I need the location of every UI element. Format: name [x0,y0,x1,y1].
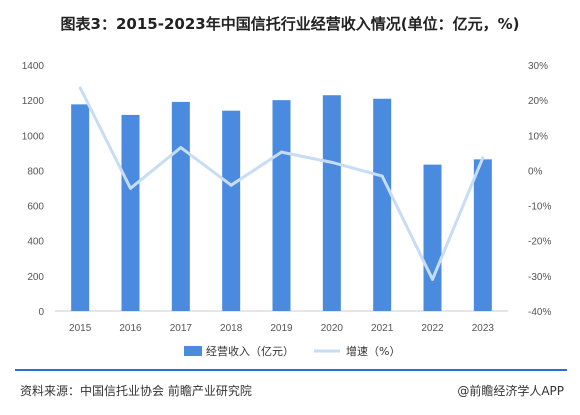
left-axis-tick-label: 0 [38,307,44,318]
bar [373,98,392,311]
bar [322,95,341,311]
bar [423,164,442,311]
legend-label-bar: 经营收入（亿元） [206,344,294,358]
growth-point [78,86,82,90]
right-axis-tick-label: -10% [528,202,551,213]
legend-swatch-bar [184,346,202,356]
x-axis-tick-label: 2018 [220,323,243,334]
brand-label: @前瞻经济学人APP [457,384,564,398]
growth-point [330,160,334,164]
growth-point [179,146,183,150]
growth-point [380,174,384,178]
right-axis: -40% -30% -20% -10% 0% 10% 20% 30% [528,61,551,318]
line-series [78,86,485,281]
x-axis-tick-label: 2021 [371,323,394,334]
bar [272,100,291,312]
left-axis-tick-label: 600 [27,202,44,213]
growth-point [229,183,233,187]
x-axis-tick-label: 2015 [69,323,92,334]
left-axis-tick-label: 200 [27,272,44,283]
bar-series [71,95,492,312]
left-axis: 0 200 400 600 800 1000 1200 1400 [22,61,45,318]
right-axis-tick-label: -40% [528,307,551,318]
bar [71,104,90,311]
x-axis-tick-label: 2022 [421,323,444,334]
bar [121,114,140,311]
left-axis-tick-label: 1400 [22,61,45,72]
right-axis-tick-label: 0% [528,166,543,177]
growth-point [481,156,485,160]
x-axis-tick-label: 2017 [170,323,193,334]
left-axis-tick-label: 1200 [22,96,45,107]
bar [222,110,241,311]
x-axis-tick-label: 2023 [472,323,495,334]
left-axis-tick-label: 800 [27,166,44,177]
x-axis-tick-label: 2016 [119,323,142,334]
right-axis-tick-label: 30% [528,61,548,72]
left-axis-tick-label: 400 [27,237,44,248]
x-axis-tick-label: 2019 [270,323,293,334]
legend-label-line: 增速（%） [346,344,400,358]
growth-point [431,277,434,281]
left-axis-tick-label: 1000 [22,131,45,142]
x-axis: 2015 2016 2017 2018 2019 2020 2021 2022 2023 [69,323,494,334]
right-axis-tick-label: -20% [528,237,551,248]
source-note: 资料来源：中国信托业协会 前瞻产业研究院 [20,384,252,398]
x-axis-tick-label: 2020 [321,323,344,334]
right-axis-tick-label: 20% [528,96,548,107]
right-axis-tick-label: 10% [528,131,548,142]
growth-point [280,150,283,154]
legend: 经营收入（亿元） 增速（%） [184,344,400,358]
bar [473,159,492,311]
footer-divider [15,369,567,371]
growth-point [129,186,132,190]
chart-plot: 0 200 400 600 800 1000 1200 1400 -40% -30% -20% -1… [22,61,552,358]
right-axis-tick-label: -30% [528,272,551,283]
chart-title: 图表3：2015-2023年中国信托行业经营收入情况(单位：亿元，%) [60,15,520,33]
bar [171,101,190,312]
